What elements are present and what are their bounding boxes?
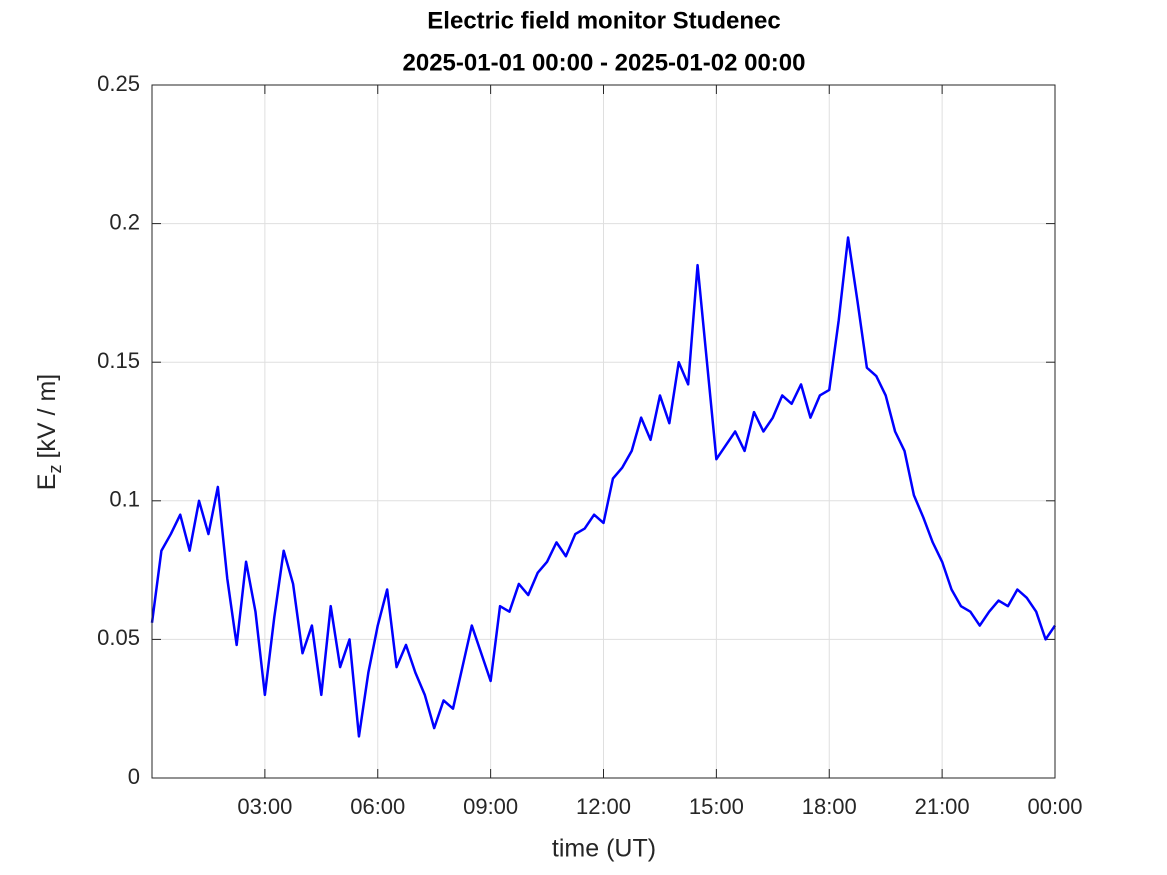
y-tick-label: 0.05 bbox=[97, 625, 140, 650]
x-tick-label: 18:00 bbox=[802, 794, 857, 819]
x-tick-label: 09:00 bbox=[463, 794, 518, 819]
x-tick-label: 00:00 bbox=[1027, 794, 1082, 819]
y-axis-label-unit: [kV / m] bbox=[33, 374, 61, 459]
y-axis-label-sub: z bbox=[45, 465, 65, 474]
x-tick-label: 15:00 bbox=[689, 794, 744, 819]
x-tick-label: 12:00 bbox=[576, 794, 631, 819]
chart-title: Electric field monitor Studenec bbox=[427, 7, 780, 34]
y-axis-label-main: E bbox=[33, 474, 61, 491]
y-tick-label: 0.15 bbox=[97, 348, 140, 373]
y-axis-label: Ez [kV / m] bbox=[33, 374, 65, 490]
data-line bbox=[150, 236, 1057, 738]
x-tick-label: 21:00 bbox=[915, 794, 970, 819]
y-tick-label: 0.2 bbox=[109, 209, 140, 234]
x-tick-label: 06:00 bbox=[350, 794, 405, 819]
plot-frame bbox=[151, 84, 1056, 779]
chart-subtitle: 2025-01-01 00:00 - 2025-01-02 00:00 bbox=[403, 49, 806, 76]
x-tick-label: 03:00 bbox=[237, 794, 292, 819]
x-axis-label: time (UT) bbox=[552, 835, 656, 863]
y-tick-label: 0.25 bbox=[97, 71, 140, 96]
y-tick-label: 0 bbox=[128, 764, 140, 789]
y-tick-label: 0.1 bbox=[109, 487, 140, 512]
